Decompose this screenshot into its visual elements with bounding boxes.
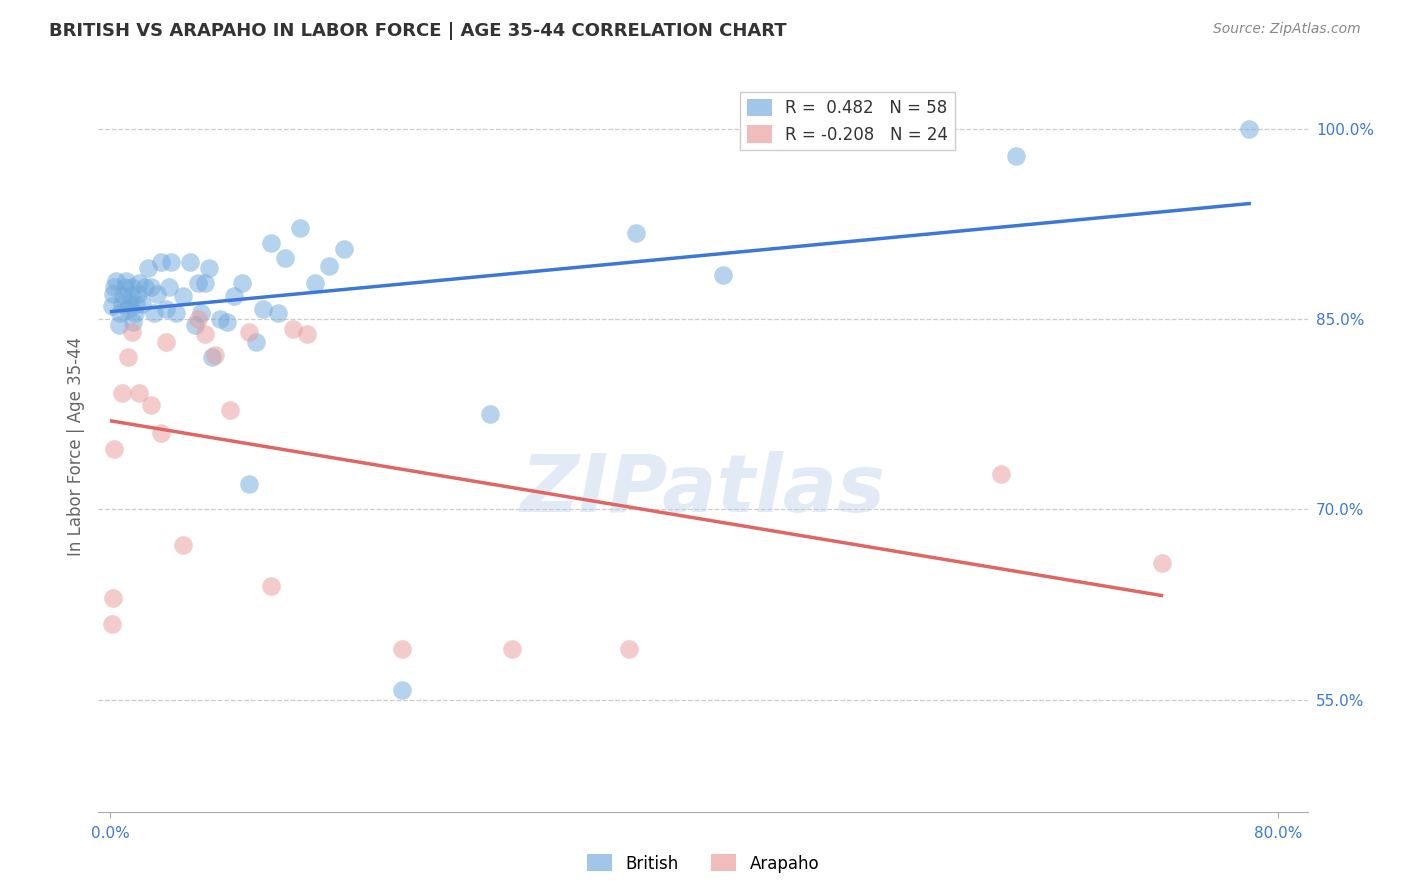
Point <box>121 325 143 339</box>
Point <box>103 280 125 294</box>
Point <box>391 642 413 657</box>
Point <box>155 334 177 349</box>
Point <box>122 314 145 328</box>
Point <box>501 642 523 657</box>
Point <box>115 274 138 288</box>
Point <box>184 318 207 333</box>
Point <box>260 235 283 250</box>
Point <box>194 277 217 291</box>
Point <box>391 682 413 697</box>
Point <box>104 274 127 288</box>
Point <box>194 327 217 342</box>
Point <box>201 350 224 364</box>
Point <box>139 398 162 412</box>
Y-axis label: In Labor Force | Age 35-44: In Labor Force | Age 35-44 <box>66 336 84 556</box>
Point <box>125 297 148 311</box>
Point <box>172 289 194 303</box>
Point <box>124 306 146 320</box>
Point <box>111 297 134 311</box>
Point <box>318 259 340 273</box>
Point <box>108 318 131 333</box>
Point <box>114 280 136 294</box>
Point <box>150 426 173 441</box>
Point <box>117 350 139 364</box>
Point <box>224 289 246 303</box>
Point <box>139 280 162 294</box>
Point <box>332 242 354 256</box>
Point <box>624 226 647 240</box>
Point <box>245 334 267 349</box>
Point <box>150 255 173 269</box>
Point <box>179 255 201 269</box>
Point <box>198 261 221 276</box>
Point <box>142 306 165 320</box>
Point <box>165 306 187 320</box>
Point <box>101 286 124 301</box>
Point <box>112 289 135 303</box>
Point <box>204 348 226 362</box>
Point <box>146 286 169 301</box>
Point <box>100 616 122 631</box>
Point <box>288 220 311 235</box>
Point <box>208 312 231 326</box>
Text: ZIPatlas: ZIPatlas <box>520 450 886 529</box>
Point <box>136 261 159 276</box>
Point <box>120 289 142 303</box>
Text: BRITISH VS ARAPAHO IN LABOR FORCE | AGE 35-44 CORRELATION CHART: BRITISH VS ARAPAHO IN LABOR FORCE | AGE … <box>49 22 787 40</box>
Point <box>252 301 274 316</box>
Point <box>260 579 283 593</box>
Point <box>100 299 122 313</box>
Point <box>713 268 735 282</box>
Point <box>617 642 640 657</box>
Point <box>101 591 124 606</box>
Point <box>478 407 501 421</box>
Point <box>297 327 319 342</box>
Point <box>1237 121 1260 136</box>
Point <box>187 277 209 291</box>
Point <box>128 385 150 400</box>
Point <box>231 277 253 291</box>
Point <box>190 306 212 320</box>
Point <box>238 325 260 339</box>
Point <box>990 467 1012 481</box>
Point <box>160 255 183 269</box>
Text: Source: ZipAtlas.com: Source: ZipAtlas.com <box>1213 22 1361 37</box>
Point <box>134 280 156 294</box>
Point <box>117 301 139 316</box>
Point <box>267 306 290 320</box>
Point <box>103 442 125 456</box>
Point <box>110 306 132 320</box>
Point <box>131 297 153 311</box>
Point <box>121 280 143 294</box>
Point <box>281 322 304 336</box>
Point <box>274 251 297 265</box>
Point <box>304 277 326 291</box>
Point <box>155 301 177 316</box>
Point <box>238 477 260 491</box>
Point <box>128 277 150 291</box>
Point <box>172 538 194 552</box>
Legend: R =  0.482   N = 58, R = -0.208   N = 24: R = 0.482 N = 58, R = -0.208 N = 24 <box>740 92 955 150</box>
Point <box>215 314 238 328</box>
Point <box>118 297 141 311</box>
Point <box>218 403 240 417</box>
Point <box>1004 149 1026 163</box>
Point <box>157 280 180 294</box>
Point <box>1150 556 1173 570</box>
Point <box>187 312 209 326</box>
Point <box>111 385 134 400</box>
Legend: British, Arapaho: British, Arapaho <box>579 847 827 880</box>
Point <box>127 286 149 301</box>
